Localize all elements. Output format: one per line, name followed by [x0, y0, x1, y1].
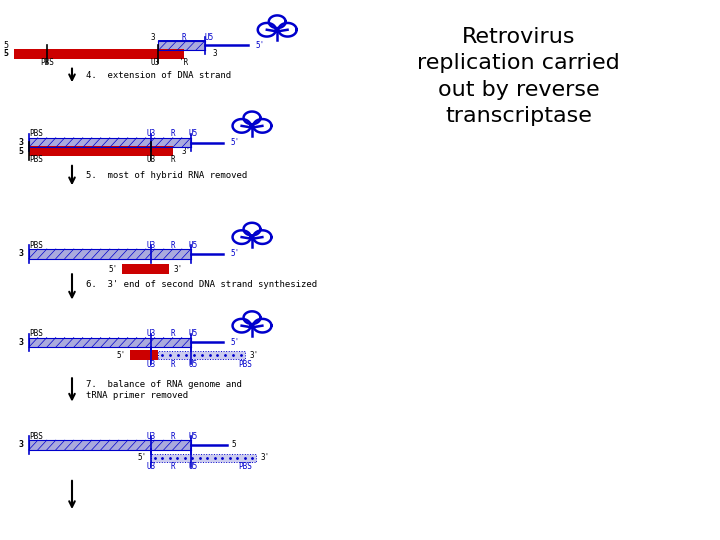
Text: 3: 3 — [18, 441, 23, 449]
Bar — [158, 351, 245, 360]
Text: R: R — [171, 431, 175, 441]
Text: R: R — [171, 156, 175, 165]
Text: 3: 3 — [18, 338, 23, 347]
Text: R: R — [171, 360, 175, 369]
Text: U3: U3 — [147, 240, 156, 249]
Text: PBS: PBS — [29, 240, 43, 249]
Text: 'R: 'R — [179, 58, 188, 68]
Text: 3: 3 — [18, 249, 23, 258]
Bar — [14, 49, 184, 59]
Text: 3': 3' — [181, 147, 191, 156]
Text: PBS: PBS — [29, 156, 43, 165]
Text: 5': 5' — [256, 41, 265, 50]
Text: R: R — [171, 129, 175, 138]
Text: 5: 5 — [232, 441, 236, 449]
Text: 4.  extension of DNA strand: 4. extension of DNA strand — [86, 71, 232, 80]
Text: U5: U5 — [189, 462, 197, 471]
Text: PBS: PBS — [29, 431, 43, 441]
Bar — [130, 350, 158, 360]
Text: 5.  most of hybrid RNA removed: 5. most of hybrid RNA removed — [86, 171, 248, 180]
Text: 5': 5' — [230, 338, 240, 347]
Text: 3': 3' — [174, 265, 183, 274]
Text: PBS: PBS — [40, 58, 54, 68]
Text: U3: U3 — [147, 462, 156, 471]
Text: 5: 5 — [4, 41, 9, 50]
Text: 3: 3 — [212, 50, 217, 58]
Text: R: R — [171, 329, 175, 338]
Text: U3: U3 — [147, 156, 156, 165]
Bar — [29, 440, 191, 450]
Text: PBS: PBS — [238, 462, 252, 471]
Text: 3': 3' — [261, 454, 270, 462]
Bar — [29, 338, 191, 347]
Text: U3: U3 — [147, 129, 156, 138]
Text: U5: U5 — [204, 33, 213, 42]
Text: U5: U5 — [189, 431, 197, 441]
Text: 7.  balance of RNA genome and
tRNA primer removed: 7. balance of RNA genome and tRNA primer… — [86, 380, 242, 400]
Text: U3: U3 — [147, 360, 156, 369]
Bar — [29, 249, 191, 259]
Bar — [151, 454, 256, 462]
Text: PBS: PBS — [29, 129, 43, 138]
Text: 5': 5' — [230, 138, 240, 147]
Text: PBS: PBS — [238, 360, 252, 369]
Text: R: R — [171, 462, 175, 471]
Text: 5': 5' — [109, 265, 118, 274]
Text: U3: U3 — [150, 58, 159, 68]
Text: 5': 5' — [116, 351, 125, 360]
Text: U5: U5 — [189, 329, 197, 338]
Text: U5: U5 — [189, 240, 197, 249]
Text: U5: U5 — [189, 129, 197, 138]
Bar — [122, 265, 169, 274]
Bar — [29, 146, 173, 156]
Text: R: R — [171, 240, 175, 249]
Text: 3: 3 — [150, 33, 155, 42]
Text: 3: 3 — [18, 138, 23, 147]
Text: 3': 3' — [249, 351, 258, 360]
Text: 5': 5' — [230, 249, 240, 258]
Text: 5: 5 — [18, 147, 23, 156]
Text: 5: 5 — [4, 50, 9, 58]
Text: PBS: PBS — [29, 329, 43, 338]
Text: U5: U5 — [189, 360, 197, 369]
Text: 6.  3' end of second DNA strand synthesized: 6. 3' end of second DNA strand synthesiz… — [86, 280, 318, 289]
Bar — [29, 138, 191, 147]
Text: R: R — [181, 33, 186, 42]
Text: 5': 5' — [138, 454, 147, 462]
Bar — [158, 40, 205, 50]
Text: Retrovirus
replication carried
out by reverse
transcriptase: Retrovirus replication carried out by re… — [417, 27, 620, 126]
Text: U3: U3 — [147, 431, 156, 441]
Text: U3: U3 — [147, 329, 156, 338]
